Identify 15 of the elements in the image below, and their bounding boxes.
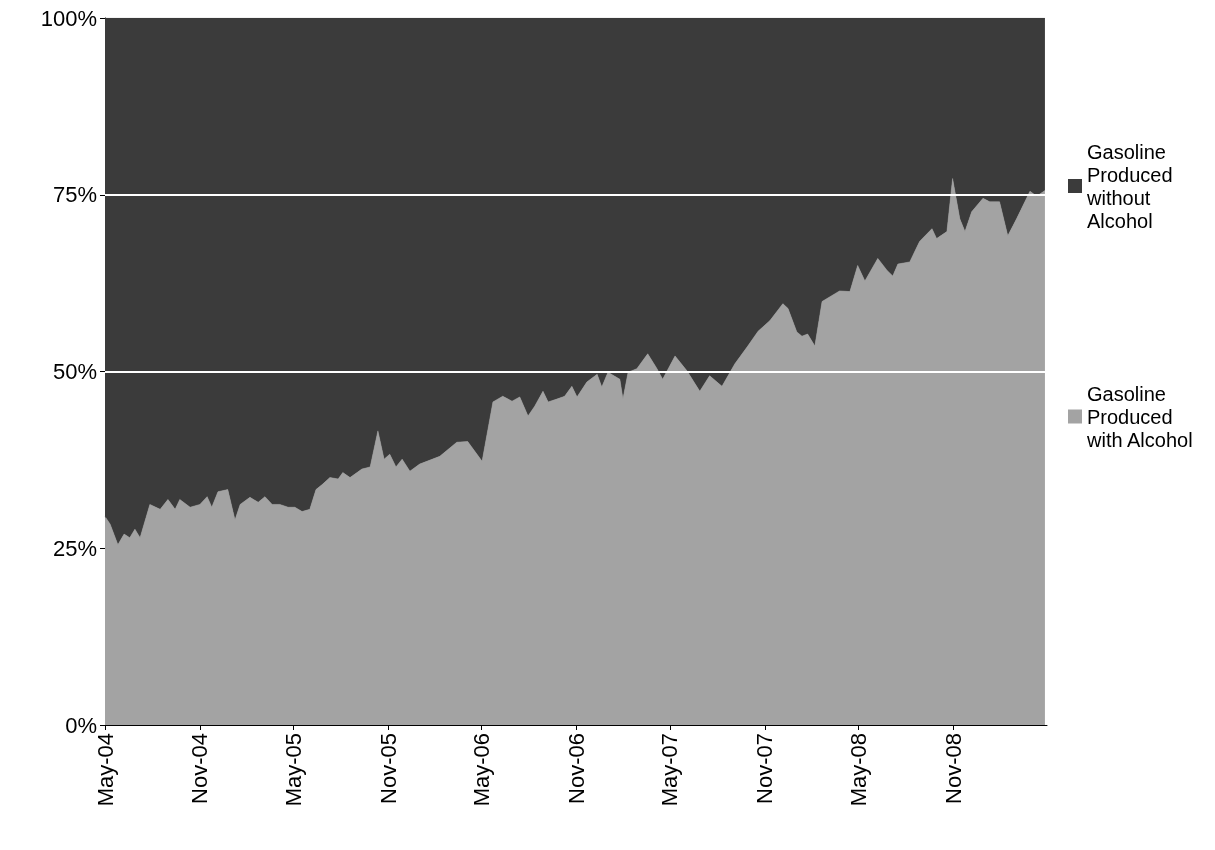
x-tick-label: Nov-06 bbox=[564, 733, 590, 804]
y-tick-label: 50% bbox=[52, 359, 97, 384]
legend-label: Gasoline Produced with Alcohol bbox=[1086, 382, 1193, 451]
y-tick-label: 100% bbox=[40, 5, 97, 31]
x-tick-label: Nov-07 bbox=[752, 733, 778, 804]
legend-label: Gasoline Produced without Alcohol bbox=[1086, 140, 1179, 232]
x-tick-label: May-06 bbox=[469, 733, 495, 807]
x-tick-label: May-07 bbox=[657, 733, 683, 807]
y-tick-label: 75% bbox=[52, 182, 97, 208]
x-tick-label: May-05 bbox=[280, 733, 306, 807]
x-tick-label: May-08 bbox=[846, 733, 872, 807]
x-tick-label: Nov-05 bbox=[375, 733, 401, 804]
x-tick-label: Nov-08 bbox=[941, 733, 967, 804]
y-tick-label: 25% bbox=[52, 535, 97, 561]
x-tick-label: Nov-04 bbox=[187, 733, 213, 804]
